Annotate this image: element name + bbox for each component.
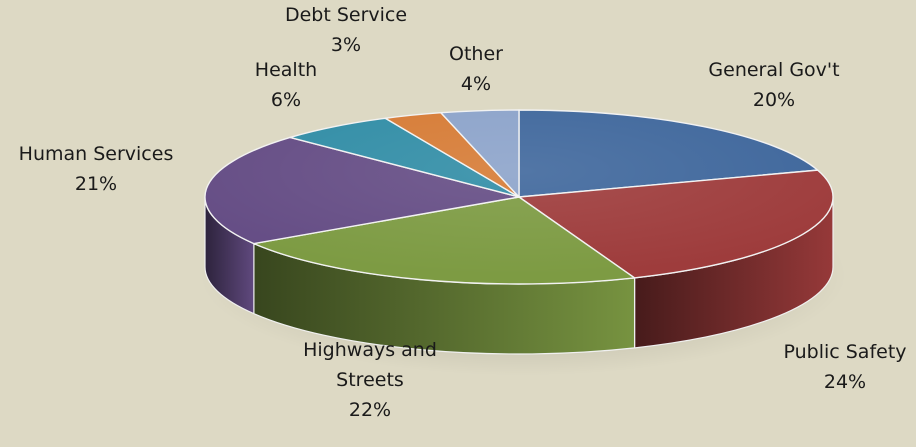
slice-name-label: Highways and — [303, 339, 437, 361]
slice-label: Health 6% — [255, 59, 317, 111]
slice-percent-label: 4% — [461, 73, 491, 95]
slice-label: Highways and Streets 22% — [303, 339, 437, 421]
slice-name-label: Debt Service — [285, 4, 407, 26]
slice-name-label: Public Safety — [783, 341, 906, 363]
slice-percent-label: 21% — [75, 173, 117, 195]
slice-percent-label: 22% — [349, 399, 391, 421]
slice-percent-label: 6% — [271, 89, 301, 111]
slice-name-label: Health — [255, 59, 317, 81]
slice-label: Debt Service 3% — [285, 4, 407, 56]
slice-percent-label: 24% — [824, 371, 866, 393]
slice-name-label: Streets — [336, 369, 404, 391]
slice-name-label: Human Services — [19, 143, 174, 165]
slice-label: Human Services 21% — [19, 143, 174, 195]
slice-percent-label: 20% — [753, 89, 795, 111]
slice-label: Public Safety 24% — [783, 341, 906, 393]
slice-name-label: Other — [449, 43, 503, 65]
pie-labels: General Gov't 20% Public Safety 24% Highways… — [19, 4, 907, 421]
slice-label: General Gov't 20% — [708, 59, 839, 111]
slice-label: Other 4% — [449, 43, 503, 95]
slice-percent-label: 3% — [331, 34, 361, 56]
slice-name-label: General Gov't — [708, 59, 839, 81]
pie-tops — [204, 109, 834, 285]
